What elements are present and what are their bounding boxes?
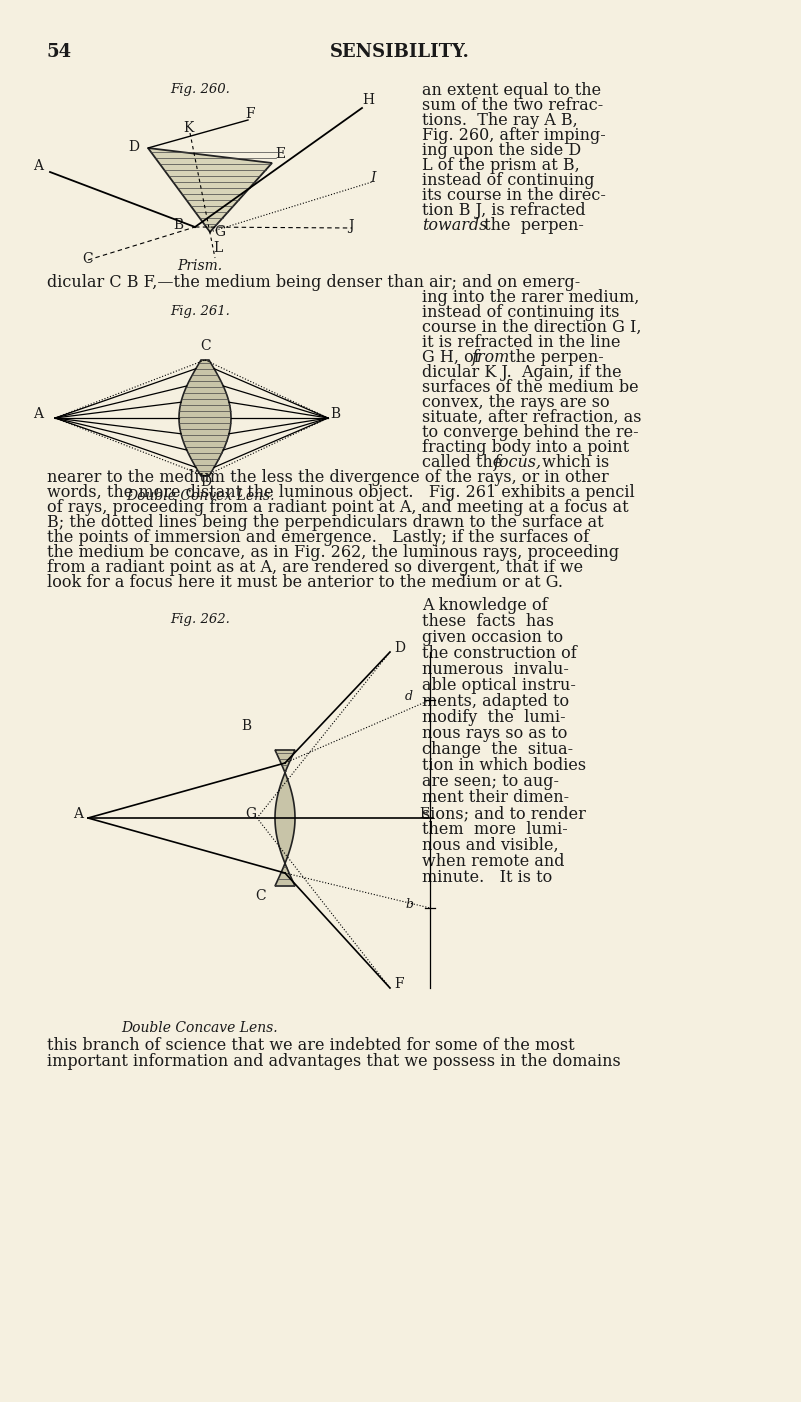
Text: F: F [245,107,255,121]
Text: called the: called the [422,454,502,471]
Text: modify  the  lumi-: modify the lumi- [422,709,566,726]
Text: when remote and: when remote and [422,852,565,871]
Text: sum of the two refrac-: sum of the two refrac- [422,97,603,114]
Text: convex, the rays are so: convex, the rays are so [422,394,610,411]
Text: d: d [405,690,413,702]
Text: Fig. 261.: Fig. 261. [170,306,230,318]
Text: of rays, proceeding from a radiant point at A, and meeting at a focus at: of rays, proceeding from a radiant point… [47,499,629,516]
Text: these  facts  has: these facts has [422,613,554,629]
Text: its course in the direc-: its course in the direc- [422,186,606,205]
Text: an extent equal to the: an extent equal to the [422,81,601,100]
Text: B; the dotted lines being the perpendiculars drawn to the surface at: B; the dotted lines being the perpendicu… [47,515,604,531]
Text: Double Concave Lens.: Double Concave Lens. [122,1021,278,1035]
Text: A: A [33,407,43,421]
Text: G: G [214,224,225,238]
Text: instead of continuing: instead of continuing [422,172,594,189]
Text: C: C [82,252,93,266]
Text: D: D [394,641,405,655]
Text: I: I [370,171,376,185]
Text: focus,: focus, [494,454,542,471]
Text: tion B J, is refracted: tion B J, is refracted [422,202,586,219]
Text: which is: which is [537,454,610,471]
Text: G H, or: G H, or [422,349,481,366]
Text: the points of immersion and emergence.   Lastly; if the surfaces of: the points of immersion and emergence. L… [47,529,589,545]
Text: from: from [472,349,510,366]
Text: B: B [330,407,340,421]
Text: B: B [241,719,252,733]
Text: the construction of: the construction of [422,645,577,662]
Text: from a radiant point as at A, are rendered so divergent, that if we: from a radiant point as at A, are render… [47,559,583,576]
Text: to converge behind the re-: to converge behind the re- [422,423,638,442]
Text: instead of continuing its: instead of continuing its [422,304,619,321]
Text: E: E [419,808,429,822]
Text: Prism.: Prism. [178,259,223,273]
Text: surfaces of the medium be: surfaces of the medium be [422,379,638,395]
Text: L: L [213,241,222,255]
Text: are seen; to aug-: are seen; to aug- [422,773,559,789]
Text: Fig. 260.: Fig. 260. [170,83,230,95]
Text: important information and advantages that we possess in the domains: important information and advantages tha… [47,1053,621,1070]
Text: words, the more distant the luminous object.   Fig. 261 exhibits a pencil: words, the more distant the luminous obj… [47,484,634,501]
Text: ing upon the side D: ing upon the side D [422,142,581,158]
Text: b: b [405,899,413,911]
Text: the perpen-: the perpen- [504,349,604,366]
Text: able optical instru-: able optical instru- [422,677,576,694]
Text: nous and visible,: nous and visible, [422,837,558,854]
Text: 54: 54 [47,43,72,62]
Text: J: J [348,219,353,233]
Text: the medium be concave, as in Fig. 262, the luminous rays, proceeding: the medium be concave, as in Fig. 262, t… [47,544,619,561]
Text: the  perpen-: the perpen- [479,217,584,234]
Text: A knowledge of: A knowledge of [422,597,548,614]
Text: course in the direction G I,: course in the direction G I, [422,320,642,336]
Text: ment their dimen-: ment their dimen- [422,789,570,806]
Text: Fig. 260, after imping-: Fig. 260, after imping- [422,128,606,144]
Text: look for a focus here it must be anterior to the medium or at G.: look for a focus here it must be anterio… [47,573,563,592]
Text: C: C [200,339,211,353]
Text: Fig. 262.: Fig. 262. [170,613,230,627]
Text: D: D [200,475,211,489]
Text: dicular K J.  Again, if the: dicular K J. Again, if the [422,365,622,381]
Text: K: K [183,121,193,135]
Text: D: D [128,140,139,154]
Text: this branch of science that we are indebted for some of the most: this branch of science that we are indeb… [47,1037,574,1054]
Text: numerous  invalu-: numerous invalu- [422,660,569,679]
Text: fracting body into a point: fracting body into a point [422,439,629,456]
Text: A: A [33,158,43,172]
Text: H: H [362,93,374,107]
Text: minute.   It is to: minute. It is to [422,869,552,886]
Polygon shape [275,750,295,886]
Polygon shape [148,149,272,231]
Text: them  more  lumi-: them more lumi- [422,822,568,838]
Text: change  the  situa-: change the situa- [422,742,574,758]
Text: ments, adapted to: ments, adapted to [422,693,570,709]
Text: given occasion to: given occasion to [422,629,563,646]
Text: G: G [245,808,256,822]
Text: ing into the rarer medium,: ing into the rarer medium, [422,289,639,306]
Polygon shape [179,360,231,477]
Text: L of the prism at B,: L of the prism at B, [422,157,580,174]
Text: Double Convex Lens.: Double Convex Lens. [126,489,274,503]
Text: tions.  The ray A B,: tions. The ray A B, [422,112,578,129]
Text: C: C [255,889,266,903]
Text: it is refracted in the line: it is refracted in the line [422,334,621,350]
Text: sions; and to render: sions; and to render [422,805,586,822]
Text: tion in which bodies: tion in which bodies [422,757,586,774]
Text: A: A [73,808,83,822]
Text: B: B [173,217,183,231]
Text: situate, after refraction, as: situate, after refraction, as [422,409,642,426]
Text: dicular C B F,—the medium being denser than air; and on emerg-: dicular C B F,—the medium being denser t… [47,273,580,292]
Text: nous rays so as to: nous rays so as to [422,725,567,742]
Text: towards: towards [422,217,487,234]
Text: nearer to the medium the less the divergence of the rays, or in other: nearer to the medium the less the diverg… [47,470,609,486]
Text: SENSIBILITY.: SENSIBILITY. [330,43,470,62]
Text: F: F [394,977,404,991]
Text: E: E [275,147,285,161]
